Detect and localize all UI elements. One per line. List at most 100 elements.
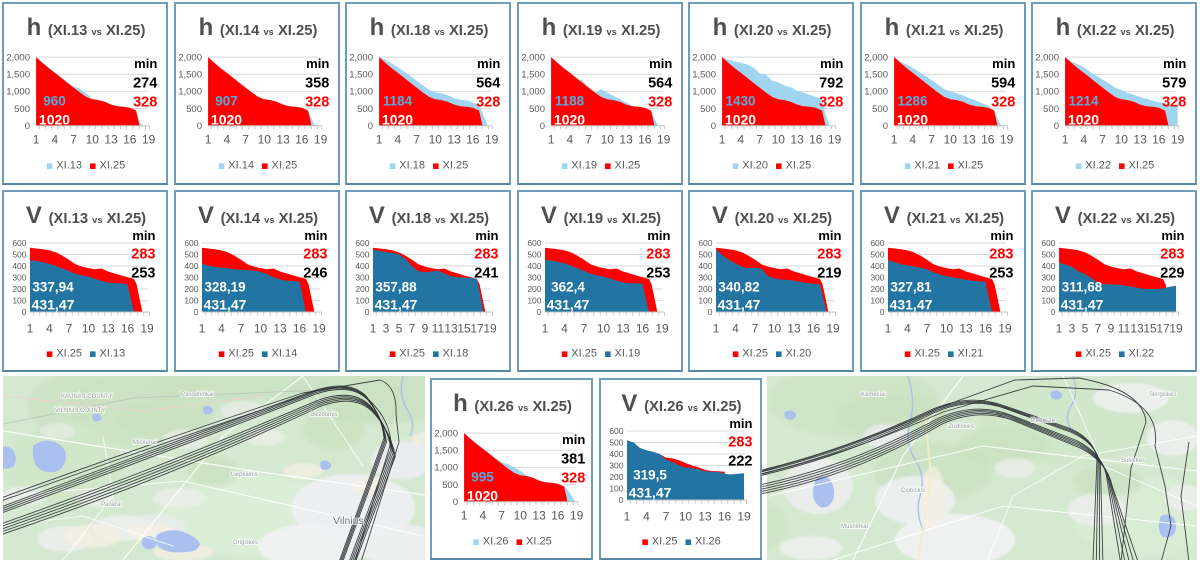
svg-text:10: 10 — [768, 321, 782, 335]
svg-text:328: 328 — [476, 94, 500, 110]
svg-text:V (XI.21 vs XI.25): V (XI.21 vs XI.25) — [883, 202, 1003, 229]
svg-text:1: 1 — [884, 321, 891, 335]
svg-text:2,000: 2,000 — [692, 52, 716, 63]
svg-text:1: 1 — [33, 133, 40, 147]
svg-text:19: 19 — [828, 133, 842, 147]
svg-text:16: 16 — [121, 321, 135, 335]
svg-text:XI.25: XI.25 — [1129, 160, 1155, 172]
svg-text:h (XI.20 vs XI.25): h (XI.20 vs XI.25) — [713, 14, 832, 41]
svg-text:0: 0 — [879, 307, 884, 317]
svg-text:7: 7 — [928, 133, 935, 147]
svg-text:13: 13 — [790, 133, 804, 147]
svg-text:13: 13 — [1133, 133, 1147, 147]
svg-text:1020: 1020 — [725, 111, 756, 127]
svg-text:253: 253 — [131, 266, 155, 282]
svg-text:1020: 1020 — [210, 111, 241, 127]
svg-text:XI.25: XI.25 — [1085, 348, 1111, 360]
svg-text:V (XI.19 vs XI.25): V (XI.19 vs XI.25) — [540, 202, 660, 229]
svg-text:1,000: 1,000 — [521, 87, 545, 98]
svg-text:1: 1 — [719, 133, 726, 147]
svg-text:300: 300 — [870, 273, 884, 283]
svg-text:1020: 1020 — [553, 111, 584, 127]
svg-text:7: 7 — [756, 133, 763, 147]
svg-text:19: 19 — [312, 321, 326, 335]
svg-text:XI.25: XI.25 — [399, 348, 425, 360]
svg-text:328: 328 — [819, 94, 843, 110]
svg-text:16: 16 — [809, 133, 823, 147]
svg-text:3: 3 — [383, 321, 390, 335]
svg-text:1020: 1020 — [466, 487, 497, 503]
svg-text:1: 1 — [547, 133, 554, 147]
svg-text:241: 241 — [474, 266, 498, 282]
svg-text:Grigiskes: Grigiskes — [233, 540, 258, 546]
svg-text:362,4: 362,4 — [551, 279, 585, 294]
svg-text:1020: 1020 — [1068, 111, 1099, 127]
svg-text:1: 1 — [890, 133, 897, 147]
svg-text:500: 500 — [609, 437, 623, 447]
svg-text:16: 16 — [807, 321, 821, 335]
svg-text:min: min — [1163, 56, 1186, 71]
svg-text:10: 10 — [939, 321, 953, 335]
svg-text:1430: 1430 — [725, 93, 755, 108]
svg-text:1: 1 — [1062, 133, 1069, 147]
svg-text:4: 4 — [479, 508, 486, 522]
svg-text:XI.14: XI.14 — [271, 348, 297, 360]
svg-text:283: 283 — [131, 246, 155, 262]
svg-text:10: 10 — [257, 133, 271, 147]
svg-text:7: 7 — [242, 133, 249, 147]
svg-text:995: 995 — [471, 469, 494, 484]
svg-text:1,000: 1,000 — [692, 87, 716, 98]
svg-text:328: 328 — [305, 94, 329, 110]
svg-text:min: min — [649, 56, 672, 71]
svg-text:500: 500 — [186, 104, 202, 115]
svg-text:13: 13 — [101, 321, 115, 335]
svg-text:500: 500 — [355, 250, 369, 260]
svg-text:7: 7 — [66, 321, 73, 335]
svg-text:200: 200 — [527, 284, 541, 294]
svg-text:431,47: 431,47 — [375, 296, 418, 312]
svg-text:Zudiskes: Zudiskes — [948, 423, 975, 430]
svg-text:0: 0 — [708, 307, 713, 317]
svg-text:17: 17 — [1156, 321, 1170, 335]
svg-text:100: 100 — [1041, 296, 1055, 306]
svg-text:0: 0 — [882, 121, 887, 132]
svg-text:XI.22: XI.22 — [1129, 348, 1155, 360]
svg-text:19: 19 — [483, 321, 497, 335]
svg-text:1: 1 — [370, 321, 377, 335]
svg-text:min: min — [304, 228, 327, 243]
svg-text:min: min — [475, 228, 498, 243]
svg-text:253: 253 — [646, 266, 670, 282]
svg-text:13: 13 — [787, 321, 801, 335]
svg-text:7: 7 — [70, 133, 77, 147]
svg-text:7: 7 — [237, 321, 244, 335]
svg-text:579: 579 — [1162, 75, 1186, 91]
svg-text:13: 13 — [619, 133, 633, 147]
svg-text:13: 13 — [616, 321, 630, 335]
svg-text:19: 19 — [140, 321, 154, 335]
svg-text:1: 1 — [624, 509, 631, 523]
svg-text:600: 600 — [184, 238, 198, 248]
svg-text:0: 0 — [365, 307, 370, 317]
svg-text:19: 19 — [826, 321, 840, 335]
svg-text:960: 960 — [43, 93, 66, 108]
svg-text:9: 9 — [1108, 321, 1115, 335]
svg-text:13: 13 — [962, 133, 976, 147]
svg-text:1: 1 — [541, 321, 548, 335]
svg-text:1020: 1020 — [896, 111, 927, 127]
svg-text:500: 500 — [184, 250, 198, 260]
svg-text:KAUNAS COUNTY: KAUNAS COUNTY — [61, 394, 113, 400]
svg-text:1,500: 1,500 — [178, 69, 202, 80]
svg-text:1: 1 — [376, 133, 383, 147]
svg-text:328: 328 — [561, 470, 585, 486]
svg-text:328: 328 — [133, 94, 157, 110]
svg-text:XI.26: XI.26 — [482, 535, 508, 547]
svg-text:300: 300 — [355, 273, 369, 283]
svg-text:1184: 1184 — [383, 93, 413, 108]
svg-text:1,500: 1,500 — [1035, 69, 1059, 80]
svg-text:XI.25: XI.25 — [652, 535, 678, 547]
svg-text:10: 10 — [253, 321, 267, 335]
svg-text:2,000: 2,000 — [6, 52, 30, 63]
svg-text:431,47: 431,47 — [546, 296, 589, 312]
svg-text:500: 500 — [700, 104, 716, 115]
svg-text:283: 283 — [728, 434, 752, 450]
